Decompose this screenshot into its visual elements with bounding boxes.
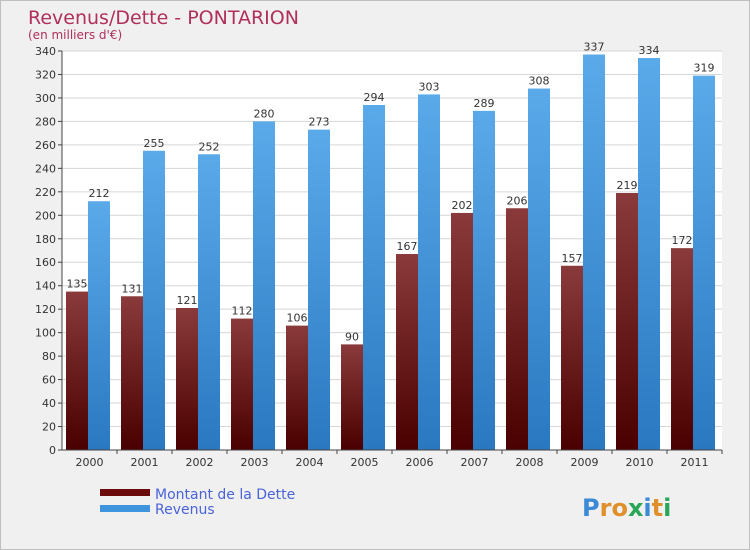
data-label: 273 [309, 116, 330, 129]
bar-revenus [473, 110, 495, 450]
legend-swatch-dette [100, 489, 150, 496]
bar-revenus [88, 201, 110, 450]
y-tick-label: 0 [49, 444, 56, 457]
bar-dette [286, 325, 308, 450]
y-tick-label: 200 [35, 209, 56, 222]
plot-area [62, 51, 722, 450]
bar-revenus [583, 54, 605, 450]
bar-dette [561, 265, 583, 450]
bar-revenus [693, 75, 715, 451]
bar-revenus [253, 121, 275, 450]
y-tick-label: 120 [35, 303, 56, 316]
data-label: 303 [419, 80, 440, 93]
y-tick-label: 300 [35, 92, 56, 105]
y-tick-label: 160 [35, 256, 56, 269]
y-tick-label: 260 [35, 139, 56, 152]
data-label: 219 [617, 179, 638, 192]
data-label: 112 [232, 305, 253, 318]
x-tick-label: 2007 [461, 456, 489, 469]
proxiti-logo: Proxiti [582, 494, 671, 522]
y-tick-label: 80 [42, 350, 56, 363]
bar-revenus [528, 88, 550, 450]
y-tick-label: 240 [35, 162, 56, 175]
y-tick-label: 220 [35, 186, 56, 199]
data-label: 319 [694, 62, 715, 75]
y-tick-label: 140 [35, 280, 56, 293]
bar-revenus [143, 150, 165, 450]
data-labels: 135 212 131 255 121 252 112 280 106 273 90 294 167 30… [67, 41, 715, 344]
y-tick-label: 20 [42, 421, 56, 434]
y-tick-label: 280 [35, 115, 56, 128]
x-tick-label: 2006 [406, 456, 434, 469]
bars-group [66, 54, 715, 451]
bar-dette [66, 291, 88, 450]
bar-dette [176, 308, 198, 450]
bar-dette [341, 344, 363, 450]
bar-dette [671, 248, 693, 450]
data-label: 212 [89, 187, 110, 200]
legend-label-revenus: Revenus [155, 502, 215, 518]
bar-dette [121, 296, 143, 450]
bar-dette [616, 192, 638, 450]
x-tick-label: 2001 [131, 456, 159, 469]
data-label: 334 [639, 44, 660, 57]
data-label: 172 [672, 234, 693, 247]
x-tick-label: 2003 [241, 456, 269, 469]
data-label: 121 [177, 294, 198, 307]
bar-revenus [308, 129, 330, 450]
data-label: 106 [287, 312, 308, 325]
data-label: 280 [254, 107, 275, 120]
data-label: 131 [122, 282, 143, 295]
y-tick-label: 60 [42, 374, 56, 387]
x-tick-label: 2010 [626, 456, 654, 469]
data-label: 206 [507, 194, 528, 207]
y-tick-labels: 0 20 40 60 80 100 120 140 160 180 200 220 240 260 280 3… [35, 45, 56, 457]
legend-swatch-revenus [100, 505, 150, 512]
data-label: 157 [562, 252, 583, 265]
bar-dette [506, 208, 528, 450]
x-tick-label: 2009 [571, 456, 599, 469]
data-label: 308 [529, 75, 550, 88]
data-label: 202 [452, 199, 473, 212]
data-label: 135 [67, 278, 88, 291]
x-tick-label: 2005 [351, 456, 379, 469]
y-tick-label: 180 [35, 233, 56, 246]
x-tick-label: 2002 [186, 456, 214, 469]
data-label: 252 [199, 140, 220, 153]
data-label: 90 [345, 330, 359, 343]
y-tick-label: 100 [35, 327, 56, 340]
x-tick-labels: 2000 2001 2002 2003 2004 2005 2006 2007 2008 2009… [76, 450, 723, 469]
data-label: 289 [474, 97, 495, 110]
y-tick-label: 320 [35, 68, 56, 81]
x-tick-label: 2004 [296, 456, 324, 469]
grid-lines [58, 50, 722, 451]
bar-dette [231, 318, 253, 450]
bar-revenus [418, 94, 440, 450]
x-tick-label: 2000 [76, 456, 104, 469]
data-label: 337 [584, 41, 605, 54]
data-label: 255 [144, 137, 165, 150]
y-tick-label: 40 [42, 397, 56, 410]
legend-label-dette: Montant de la Dette [155, 487, 295, 503]
data-label: 167 [397, 240, 418, 253]
chart-subtitle: (en milliers d'€) [28, 28, 122, 42]
chart-title: Revenus/Dette - PONTARION [28, 7, 299, 29]
bar-dette [396, 254, 418, 450]
data-label: 294 [364, 91, 385, 104]
bar-revenus [638, 58, 660, 451]
y-tick-label: 340 [35, 45, 56, 58]
bar-revenus [363, 104, 385, 450]
x-tick-label: 2011 [681, 456, 709, 469]
bar-revenus [198, 154, 220, 451]
x-tick-label: 2008 [516, 456, 544, 469]
bar-dette [451, 212, 473, 450]
